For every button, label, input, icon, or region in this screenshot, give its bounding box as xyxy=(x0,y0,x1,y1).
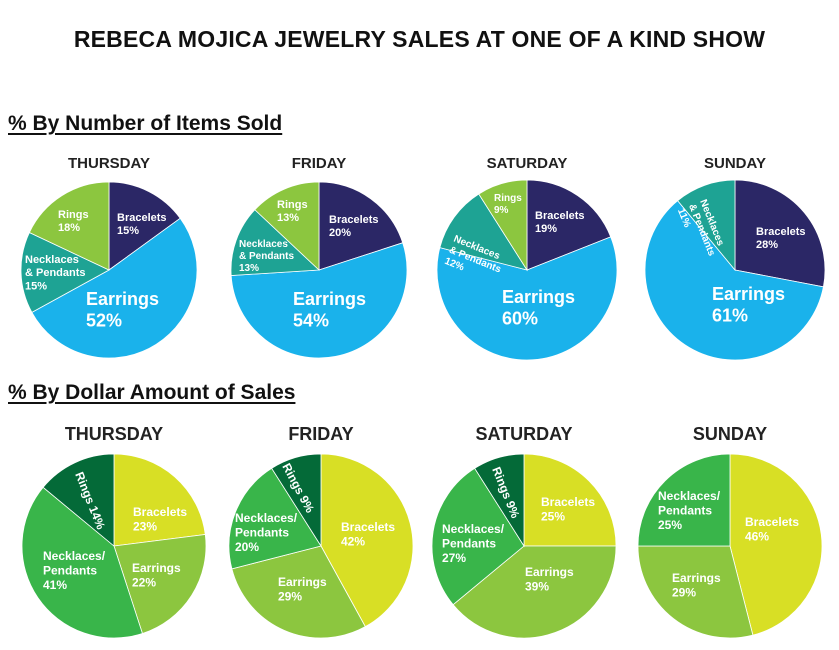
pie-slice-rings xyxy=(271,453,322,548)
pie-slice-earrings xyxy=(436,236,618,361)
day-title: FRIDAY xyxy=(292,155,346,172)
slice-label-bracelets: Bracelets 46% xyxy=(745,515,799,543)
pie-slice-bracelets xyxy=(320,453,414,628)
pie-chart-dollars-thursday: THURSDAY Bracelets 23% Earrings 22% Necklaces… xyxy=(21,424,207,639)
slice-label-earrings: Earrings 39% xyxy=(525,565,574,593)
pie-slice-rings xyxy=(474,453,525,548)
slice-label-bracelets: Bracelets 15% xyxy=(117,212,167,237)
pie-slice-bracelets xyxy=(734,179,826,288)
day-title: THURSDAY xyxy=(65,424,163,444)
slice-label-earrings: Earrings 60% xyxy=(502,287,575,329)
pie-slice-bracelets xyxy=(526,179,612,271)
day-title: SUNDAY xyxy=(693,424,767,444)
pie-slice-necklaces-pendants xyxy=(230,209,320,276)
slice-label-bracelets: Bracelets 28% xyxy=(756,226,806,251)
pie-slice-earrings xyxy=(113,534,207,635)
pie-slice-necklaces-pendants xyxy=(677,179,736,272)
slice-label-earrings: Earrings 29% xyxy=(278,575,327,603)
pie-chart-dollars-sunday: SUNDAY Bracelets 46% Earrings 29% Necklaces/P… xyxy=(637,424,823,639)
pie-chart-dollars-saturday: SATURDAY Bracelets 25% Earrings 39% Necklaces… xyxy=(431,424,617,639)
section-title-items-sold: % By Number of Items Sold xyxy=(8,112,283,135)
pie-slice-earrings xyxy=(644,200,824,361)
pie-slice-bracelets xyxy=(108,181,181,271)
pie-slice-earrings xyxy=(231,545,366,639)
pie-slice-bracelets xyxy=(318,181,404,271)
slice-label-bracelets: Bracelets 25% xyxy=(541,495,595,523)
slice-label-necklaces-pendants: Necklaces & Pendants 15% xyxy=(25,254,86,292)
pie-chart-items-friday: FRIDAY Bracelets 20% Earrings 54% Necklaces & … xyxy=(230,155,408,359)
pie-chart-items-thursday: THURSDAY Bracelets 15% Earrings 52%Necklaces… xyxy=(20,155,198,359)
pie-slice-necklaces-pendants xyxy=(20,231,110,313)
pie-slice-earrings xyxy=(31,217,198,359)
pie-slice-earrings xyxy=(637,545,754,639)
slice-label-necklaces-pendants: Necklaces/Pendants 25% xyxy=(658,489,721,532)
slice-label-bracelets: Bracelets 23% xyxy=(133,505,187,533)
slice-label-bracelets: Bracelets 20% xyxy=(329,214,379,239)
day-title: SUNDAY xyxy=(704,155,766,172)
slice-label-necklaces-pendants: Necklaces & Pendants 13% xyxy=(239,239,294,274)
slice-label-earrings: Earrings 29% xyxy=(672,571,721,599)
slice-label-earrings: Earrings 61% xyxy=(712,284,785,326)
pie-slice-bracelets xyxy=(729,453,823,636)
slice-label-earrings: Earrings 54% xyxy=(293,289,366,331)
pie-slice-bracelets xyxy=(113,453,206,547)
page-title: REBECA MOJICA JEWELRY SALES AT ONE OF A … xyxy=(73,26,766,52)
slice-label-bracelets: Bracelets 19% xyxy=(535,210,585,235)
slice-label-necklaces-pendants: Necklaces/Pendants 20% xyxy=(235,511,298,554)
pie-slice-earrings xyxy=(230,242,408,359)
pie-slice-earrings xyxy=(452,545,617,639)
slice-label-necklaces-pendants: Necklaces/Pendants 41% xyxy=(43,549,106,592)
day-title: FRIDAY xyxy=(288,424,353,444)
day-title: SATURDAY xyxy=(487,155,568,172)
day-title: SATURDAY xyxy=(475,424,572,444)
pie-slice-necklaces-pendants xyxy=(637,453,731,547)
day-title: THURSDAY xyxy=(68,155,150,172)
pie-slice-bracelets xyxy=(523,453,617,547)
slice-label-bracelets: Bracelets 42% xyxy=(341,520,395,548)
slice-label-earrings: Earrings 52% xyxy=(86,289,159,331)
pie-slice-necklaces-pendants xyxy=(431,467,525,606)
section-title-dollar-sales: % By Dollar Amount of Sales xyxy=(8,381,296,404)
pie-slice-necklaces-pendants xyxy=(21,486,143,639)
pie-slice-rings xyxy=(254,181,320,271)
slice-label-rings: Rings 13% xyxy=(277,199,308,224)
pie-slice-rings xyxy=(478,179,528,272)
pie-slice-necklaces-pendants xyxy=(439,193,528,271)
pie-slice-rings xyxy=(28,181,110,271)
pie-slice-rings xyxy=(42,453,115,547)
pie-chart-dollars-friday: FRIDAY Bracelets 42% Earrings 29% Necklaces/P… xyxy=(228,424,414,639)
slice-label-rings: Rings 18% xyxy=(58,209,89,234)
slice-label-rings: Rings 9% xyxy=(494,193,522,216)
slice-label-earrings: Earrings 22% xyxy=(132,561,181,589)
pie-slice-necklaces-pendants xyxy=(228,467,322,570)
slice-label-necklaces-pendants: Necklaces/Pendants 27% xyxy=(442,522,505,565)
